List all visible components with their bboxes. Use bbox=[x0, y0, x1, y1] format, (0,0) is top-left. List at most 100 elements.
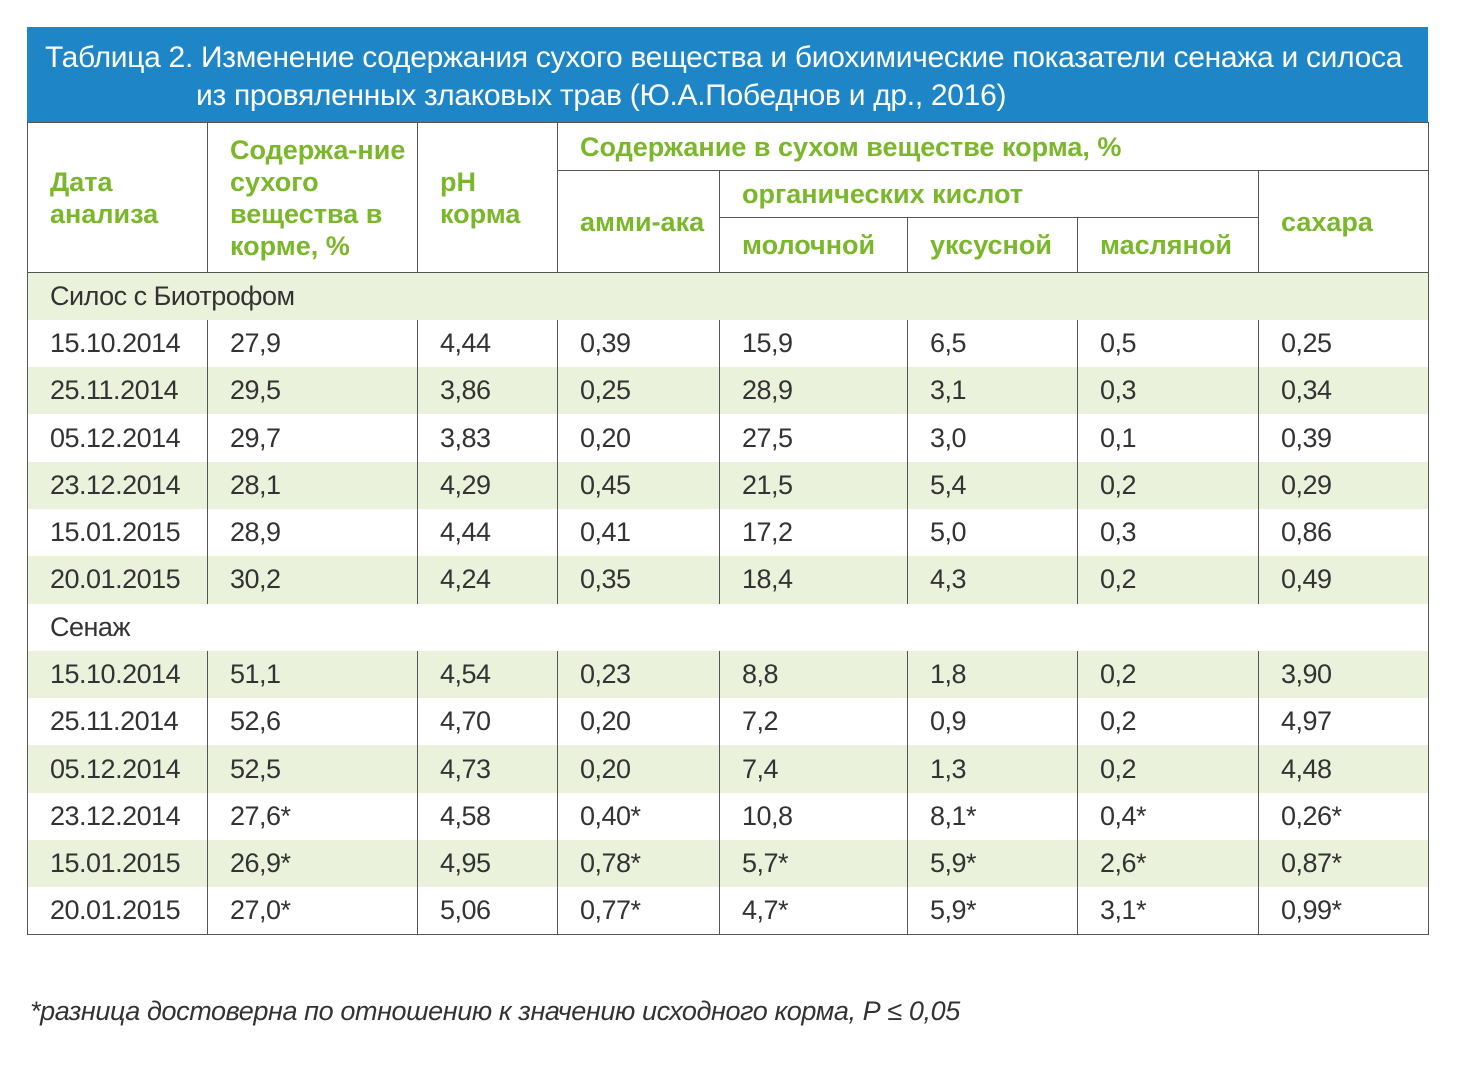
table-cell: 5,06 bbox=[417, 887, 558, 936]
group-label: Силос с Биотрофом bbox=[26, 272, 1430, 320]
table-cell: 0,87* bbox=[1257, 840, 1430, 888]
table-cell: 0,49 bbox=[1257, 556, 1430, 604]
table-cell: 15.01.2015 bbox=[27, 508, 208, 557]
table-cell: 7,2 bbox=[719, 698, 908, 746]
table-cell: 15.10.2014 bbox=[27, 319, 208, 368]
table-body: Силос с Биотрофом 15.10.2014 27,9 4,44 0,39 1… bbox=[26, 272, 1430, 936]
table-row: 20.01.2015 27,0* 5,06 0,77* 4,7* 5,9* 3,1* 0,99… bbox=[27, 887, 1430, 936]
group-label: Сенаж bbox=[26, 603, 1430, 651]
table-cell: 3,83 bbox=[417, 414, 558, 462]
table-cell: 4,29 bbox=[417, 461, 558, 509]
table-row: 25.11.2014 29,5 3,86 0,25 28,9 3,1 0,3 0,34 bbox=[27, 367, 1430, 415]
table-cell: 25.11.2014 bbox=[27, 367, 208, 415]
table-cell: 4,44 bbox=[417, 508, 558, 557]
table-cell: 28,9 bbox=[719, 367, 908, 415]
table-cell: 18,4 bbox=[719, 556, 908, 604]
header-ammonia: амми-ака bbox=[557, 170, 720, 273]
table-title: Таблица 2. Изменение содержания сухого в… bbox=[27, 27, 1428, 122]
table-cell: 52,5 bbox=[207, 745, 418, 793]
table-cell: 0,2 bbox=[1077, 745, 1259, 793]
table-cell: 0,77* bbox=[557, 887, 720, 936]
table-cell: 4,73 bbox=[417, 745, 558, 793]
table-cell: 8,1* bbox=[907, 792, 1078, 841]
table-row: 20.01.2015 30,2 4,24 0,35 18,4 4,3 0,2 0,49 bbox=[27, 556, 1430, 604]
table-cell: 21,5 bbox=[719, 461, 908, 509]
table-cell: 27,6* bbox=[207, 792, 418, 841]
table-cell: 4,48 bbox=[1257, 745, 1430, 793]
group-row: Сенаж bbox=[26, 603, 1430, 651]
table-cell: 05.12.2014 bbox=[27, 414, 208, 462]
table-cell: 3,90 bbox=[1257, 650, 1430, 699]
table-cell: 0,3 bbox=[1077, 508, 1259, 557]
table-cell: 5,9* bbox=[907, 840, 1078, 888]
table-frame: Таблица 2. Изменение содержания сухого в… bbox=[26, 27, 1430, 936]
table-cell: 5,4 bbox=[907, 461, 1078, 509]
table-cell: 5,7* bbox=[719, 840, 908, 888]
table-cell: 27,5 bbox=[719, 414, 908, 462]
table-cell: 0,41 bbox=[557, 508, 720, 557]
table-cell: 20.01.2015 bbox=[27, 887, 208, 936]
table-cell: 8,8 bbox=[719, 650, 908, 699]
table-cell: 5,9* bbox=[907, 887, 1078, 936]
table-row: 23.12.2014 28,1 4,29 0,45 21,5 5,4 0,2 0,29 bbox=[27, 461, 1430, 509]
table-cell: 15,9 bbox=[719, 319, 908, 368]
table-cell: 0,4* bbox=[1077, 792, 1259, 841]
data-table: Дата анализа Содержа-ние сухого вещества… bbox=[26, 122, 1430, 936]
table-cell: 0,9 bbox=[907, 698, 1078, 746]
header-date: Дата анализа bbox=[27, 122, 208, 273]
table-cell: 0,25 bbox=[557, 367, 720, 415]
table-cell: 29,7 bbox=[207, 414, 418, 462]
table-cell: 0,39 bbox=[557, 319, 720, 368]
table-cell: 4,24 bbox=[417, 556, 558, 604]
table-cell: 0,20 bbox=[557, 414, 720, 462]
header-lactic: молочной bbox=[719, 217, 908, 273]
table-cell: 23.12.2014 bbox=[27, 792, 208, 841]
table-cell: 51,1 bbox=[207, 650, 418, 699]
table-row: 05.12.2014 52,5 4,73 0,20 7,4 1,3 0,2 4,48 bbox=[27, 745, 1430, 793]
table-cell: 0,78* bbox=[557, 840, 720, 888]
table-cell: 0,86 bbox=[1257, 508, 1430, 557]
table-cell: 4,97 bbox=[1257, 698, 1430, 746]
table-cell: 2,6* bbox=[1077, 840, 1259, 888]
table-cell: 30,2 bbox=[207, 556, 418, 604]
table-cell: 05.12.2014 bbox=[27, 745, 208, 793]
table-cell: 0,25 bbox=[1257, 319, 1430, 368]
table-cell: 4,44 bbox=[417, 319, 558, 368]
table-cell: 7,4 bbox=[719, 745, 908, 793]
table-cell: 15.10.2014 bbox=[27, 650, 208, 699]
table-cell: 0,5 bbox=[1077, 319, 1259, 368]
table-row: 15.01.2015 26,9* 4,95 0,78* 5,7* 5,9* 2,6* 0,87… bbox=[27, 840, 1430, 888]
header-organic-acids: органических кислот bbox=[719, 170, 1259, 218]
table-cell: 0,39 bbox=[1257, 414, 1430, 462]
table-cell: 0,23 bbox=[557, 650, 720, 699]
table-cell: 0,26* bbox=[1257, 792, 1430, 841]
table-title-line2: из провяленных злаковых трав (Ю.А.Победн… bbox=[196, 79, 1007, 112]
table-cell: 0,3 bbox=[1077, 367, 1259, 415]
header-ph: pH корма bbox=[417, 122, 558, 273]
table-cell: 0,40* bbox=[557, 792, 720, 841]
table-cell: 6,5 bbox=[907, 319, 1078, 368]
table-row: 25.11.2014 52,6 4,70 0,20 7,2 0,9 0,2 4,97 bbox=[27, 698, 1430, 746]
table-cell: 1,8 bbox=[907, 650, 1078, 699]
table-cell: 27,9 bbox=[207, 319, 418, 368]
table-cell: 4,3 bbox=[907, 556, 1078, 604]
table-cell: 28,9 bbox=[207, 508, 418, 557]
table-row: 15.01.2015 28,9 4,44 0,41 17,2 5,0 0,3 0,86 bbox=[27, 508, 1430, 557]
table-cell: 4,70 bbox=[417, 698, 558, 746]
table-row: 15.10.2014 51,1 4,54 0,23 8,8 1,8 0,2 3,90 bbox=[27, 650, 1430, 699]
table-row: 05.12.2014 29,7 3,83 0,20 27,5 3,0 0,1 0,39 bbox=[27, 414, 1430, 462]
table-cell: 0,1 bbox=[1077, 414, 1259, 462]
table-cell: 3,0 bbox=[907, 414, 1078, 462]
header-dry-matter: Содержа-ние сухого вещества в корме, % bbox=[207, 122, 418, 273]
table-cell: 28,1 bbox=[207, 461, 418, 509]
header-acetic: уксусной bbox=[907, 217, 1078, 273]
table-row: 23.12.2014 27,6* 4,58 0,40* 10,8 8,1* 0,4* 0,26… bbox=[27, 792, 1430, 841]
table-cell: 0,2 bbox=[1077, 698, 1259, 746]
table-cell: 23.12.2014 bbox=[27, 461, 208, 509]
table-cell: 0,35 bbox=[557, 556, 720, 604]
table-cell: 20.01.2015 bbox=[27, 556, 208, 604]
table-cell: 4,58 bbox=[417, 792, 558, 841]
table-cell: 5,0 bbox=[907, 508, 1078, 557]
table-cell: 4,54 bbox=[417, 650, 558, 699]
table-cell: 3,1 bbox=[907, 367, 1078, 415]
